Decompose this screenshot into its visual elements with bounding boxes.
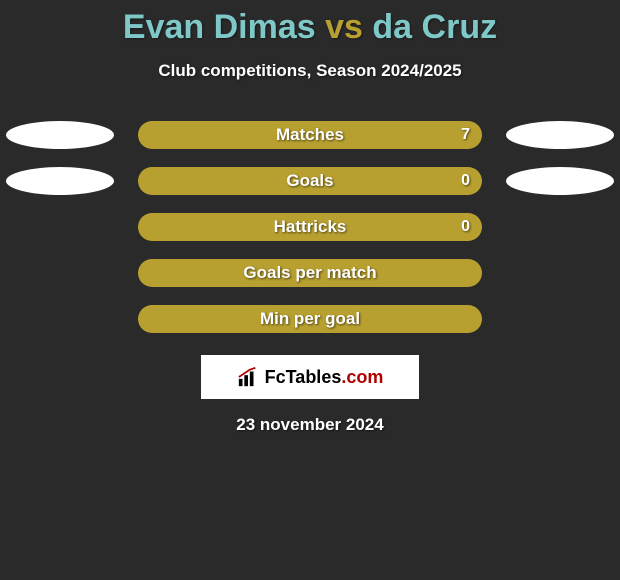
player1-value-ellipse: [6, 121, 114, 149]
vs-label: vs: [325, 8, 363, 46]
stat-value: 0: [461, 167, 470, 195]
stat-bar: Goals0: [138, 167, 482, 195]
logo-text: FcTables.com: [265, 367, 384, 388]
stat-label: Goals: [138, 167, 482, 195]
chart-icon: [237, 366, 259, 388]
subtitle: Club competitions, Season 2024/2025: [0, 61, 620, 81]
stat-bar: Min per goal: [138, 305, 482, 333]
stat-label: Hattricks: [138, 213, 482, 241]
stat-value: 7: [461, 121, 470, 149]
stat-bar: Matches7: [138, 121, 482, 149]
player1-name: Evan Dimas: [123, 8, 316, 46]
footer-date: 23 november 2024: [0, 415, 620, 435]
player2-name: da Cruz: [372, 8, 497, 46]
stat-row: Goals0: [0, 167, 620, 195]
stat-row: Matches7: [0, 121, 620, 149]
player2-value-ellipse: [506, 167, 614, 195]
stat-bar: Hattricks0: [138, 213, 482, 241]
stat-row: Goals per match: [0, 259, 620, 287]
source-logo: FcTables.com: [201, 355, 419, 399]
player1-value-ellipse: [6, 167, 114, 195]
stat-row: Hattricks0: [0, 213, 620, 241]
stat-label: Goals per match: [138, 259, 482, 287]
stat-row: Min per goal: [0, 305, 620, 333]
stat-value: 0: [461, 213, 470, 241]
player2-value-ellipse: [506, 121, 614, 149]
stat-rows: Matches7Goals0Hattricks0Goals per matchM…: [0, 121, 620, 333]
comparison-title: Evan Dimas vs da Cruz: [0, 0, 620, 47]
stat-label: Matches: [138, 121, 482, 149]
stat-bar: Goals per match: [138, 259, 482, 287]
logo-text-suffix: .com: [341, 367, 383, 387]
logo-text-main: FcTables: [265, 367, 342, 387]
stat-label: Min per goal: [138, 305, 482, 333]
